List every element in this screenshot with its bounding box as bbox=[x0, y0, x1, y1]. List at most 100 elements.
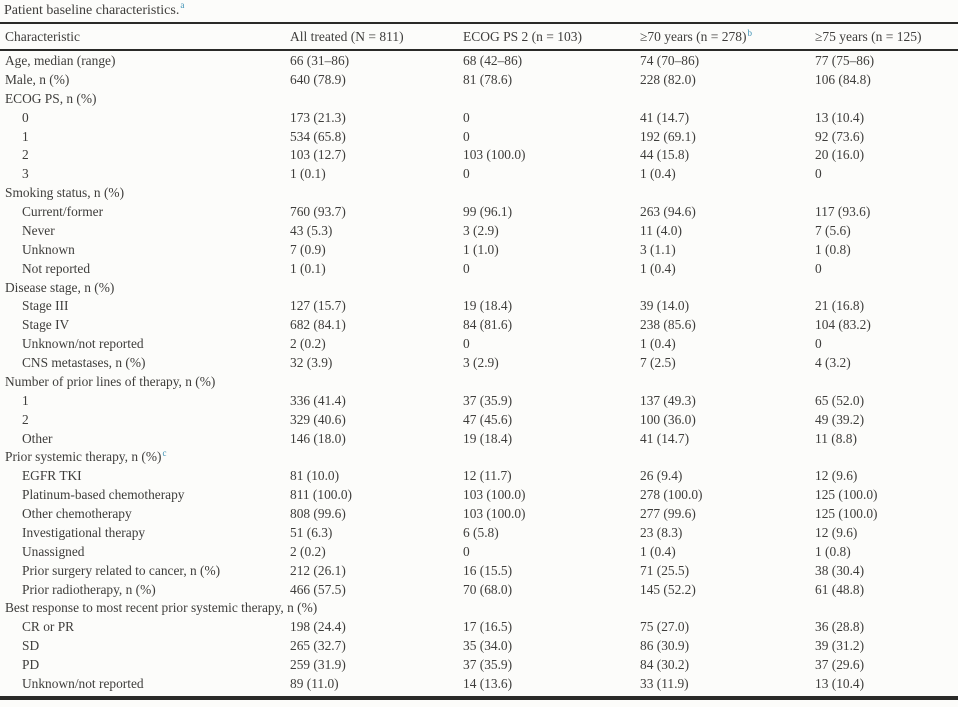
table-row: 2 103 (12.7) 103 (100.0) 44 (15.8) 20 (16.0) bbox=[0, 146, 958, 165]
row-value: 65 (52.0) bbox=[815, 392, 865, 408]
row-value: 1 (0.1) bbox=[290, 166, 326, 182]
row-value: 173 (21.3) bbox=[290, 109, 346, 125]
row-label: Smoking status, n (%) bbox=[5, 185, 125, 201]
row-value: 263 (94.6) bbox=[640, 204, 696, 219]
row-label: Disease stage, n (%) bbox=[5, 279, 115, 295]
row-value: 13 (10.4) bbox=[815, 675, 865, 691]
table-row: Other chemotherapy 808 (99.6) 103 (100.0) 2… bbox=[0, 505, 958, 524]
row-value: 2 (0.2) bbox=[290, 543, 326, 559]
row-value: 259 (31.9) bbox=[290, 657, 346, 672]
row-label: Current/former bbox=[22, 204, 104, 219]
row-value: 11 (4.0) bbox=[640, 222, 682, 238]
row-value: 3 (2.9) bbox=[463, 355, 499, 370]
row-label: Unknown/not reported bbox=[22, 336, 144, 352]
table-section-row: ECOG PS, n (%) bbox=[0, 90, 958, 109]
row-value: 26 (9.4) bbox=[640, 468, 683, 484]
row-value: 137 (49.3) bbox=[640, 392, 696, 408]
row-value: 17 (16.5) bbox=[463, 619, 513, 635]
table-row: Male, n (%) 640 (78.9) 81 (78.6) 228 (82.0)… bbox=[0, 71, 958, 90]
row-label: Number of prior lines of therapy, n (%) bbox=[5, 373, 216, 389]
row-label: Other chemotherapy bbox=[22, 506, 132, 521]
row-value: 1 (0.4) bbox=[640, 543, 676, 559]
row-value: 2 (0.2) bbox=[290, 336, 326, 352]
table-row: 2 329 (40.6) 47 (45.6) 100 (36.0) 49 (39.2) bbox=[0, 411, 958, 430]
row-value: 39 (14.0) bbox=[640, 298, 690, 314]
row-label: 2 bbox=[22, 147, 29, 163]
row-value: 21 (16.8) bbox=[815, 298, 865, 314]
row-value: 278 (100.0) bbox=[640, 487, 703, 503]
row-value: 75 (27.0) bbox=[640, 619, 690, 635]
rule-below-header bbox=[0, 49, 958, 51]
row-value: 4 (3.2) bbox=[815, 355, 851, 370]
row-value: 68 (42–86) bbox=[463, 53, 523, 68]
rule-below-title bbox=[0, 22, 958, 24]
table-section-row: Number of prior lines of therapy, n (%) bbox=[0, 373, 958, 392]
table-row: CNS metastases, n (%) 32 (3.9) 3 (2.9) 7 (2… bbox=[0, 354, 958, 373]
column-header: ≥70 years (n = 278)b bbox=[640, 27, 753, 44]
row-value: 0 bbox=[815, 260, 822, 276]
row-value: 14 (13.6) bbox=[463, 675, 513, 691]
table-section-row: Prior systemic therapy, n (%)c bbox=[0, 448, 958, 467]
row-label: Platinum-based chemotherapy bbox=[22, 487, 185, 503]
row-value: 0 bbox=[463, 128, 470, 144]
row-value: 100 (36.0) bbox=[640, 411, 696, 427]
table-row: Stage III 127 (15.7) 19 (18.4) 39 (14.0) 21 … bbox=[0, 297, 958, 316]
row-label: 1 bbox=[22, 392, 29, 408]
row-value: 0 bbox=[463, 543, 470, 559]
row-value: 125 (100.0) bbox=[815, 487, 878, 503]
column-header: Characteristic bbox=[5, 29, 80, 44]
row-value: 1 (1.0) bbox=[463, 241, 499, 257]
table-section-row: Smoking status, n (%) bbox=[0, 184, 958, 203]
row-value: 74 (70–86) bbox=[640, 53, 700, 68]
table-row: PD 259 (31.9) 37 (35.9) 84 (30.2) 37 (29.6) bbox=[0, 656, 958, 675]
table-row: Prior radiotherapy, n (%) 466 (57.5) 70 (6… bbox=[0, 581, 958, 600]
row-value: 7 (2.5) bbox=[640, 355, 676, 370]
row-value: 81 (78.6) bbox=[463, 71, 513, 87]
rule-table-bottom bbox=[0, 696, 958, 700]
row-value: 146 (18.0) bbox=[290, 430, 346, 446]
row-value: 145 (52.2) bbox=[640, 581, 696, 597]
row-value: 3 (1.1) bbox=[640, 241, 676, 257]
row-value: 0 bbox=[463, 166, 470, 182]
table-row: Unknown/not reported 89 (11.0) 14 (13.6) 33… bbox=[0, 675, 958, 694]
row-value: 212 (26.1) bbox=[290, 562, 346, 578]
table-row: Unknown 7 (0.9) 1 (1.0) 3 (1.1) 1 (0.8) bbox=[0, 241, 958, 260]
row-value: 41 (14.7) bbox=[640, 109, 690, 125]
row-label: Prior systemic therapy, n (%)c bbox=[5, 447, 167, 465]
table-section-row: Disease stage, n (%) bbox=[0, 279, 958, 298]
header-footnote-marker: b bbox=[747, 27, 753, 38]
row-value: 277 (99.6) bbox=[640, 506, 696, 521]
row-value: 77 (75–86) bbox=[815, 53, 875, 68]
row-value: 265 (32.7) bbox=[290, 638, 346, 654]
table-row: Stage IV 682 (84.1) 84 (81.6) 238 (85.6) 104… bbox=[0, 316, 958, 335]
row-label: Unknown bbox=[22, 241, 75, 257]
row-value: 89 (11.0) bbox=[290, 675, 339, 691]
row-value: 37 (35.9) bbox=[463, 392, 513, 408]
table-row: 1 534 (65.8) 0 192 (69.1) 92 (73.6) bbox=[0, 128, 958, 147]
row-value: 44 (15.8) bbox=[640, 147, 690, 163]
row-value: 238 (85.6) bbox=[640, 317, 696, 333]
row-value: 103 (100.0) bbox=[463, 487, 526, 503]
row-value: 19 (18.4) bbox=[463, 298, 513, 314]
table-row: Prior surgery related to cancer, n (%) 21… bbox=[0, 562, 958, 581]
row-value: 228 (82.0) bbox=[640, 71, 696, 87]
row-value: 70 (68.0) bbox=[463, 581, 513, 597]
row-value: 35 (34.0) bbox=[463, 638, 513, 654]
row-label: SD bbox=[22, 638, 40, 654]
row-value: 47 (45.6) bbox=[463, 411, 513, 427]
row-label: CNS metastases, n (%) bbox=[22, 355, 146, 370]
table-section-row: Best response to most recent prior syste… bbox=[0, 599, 958, 618]
row-value: 16 (15.5) bbox=[463, 562, 513, 578]
row-value: 0 bbox=[815, 166, 822, 182]
row-value: 84 (81.6) bbox=[463, 317, 513, 333]
row-value: 19 (18.4) bbox=[463, 430, 513, 446]
row-value: 12 (9.6) bbox=[815, 524, 858, 540]
row-value: 760 (93.7) bbox=[290, 204, 346, 219]
table-row: CR or PR 198 (24.4) 17 (16.5) 75 (27.0) 36 (… bbox=[0, 618, 958, 637]
row-value: 117 (93.6) bbox=[815, 204, 871, 219]
row-value: 466 (57.5) bbox=[290, 581, 346, 597]
row-value: 36 (28.8) bbox=[815, 619, 865, 635]
table-row: Unassigned 2 (0.2) 0 1 (0.4) 1 (0.8) bbox=[0, 543, 958, 562]
row-value: 0 bbox=[463, 260, 470, 276]
